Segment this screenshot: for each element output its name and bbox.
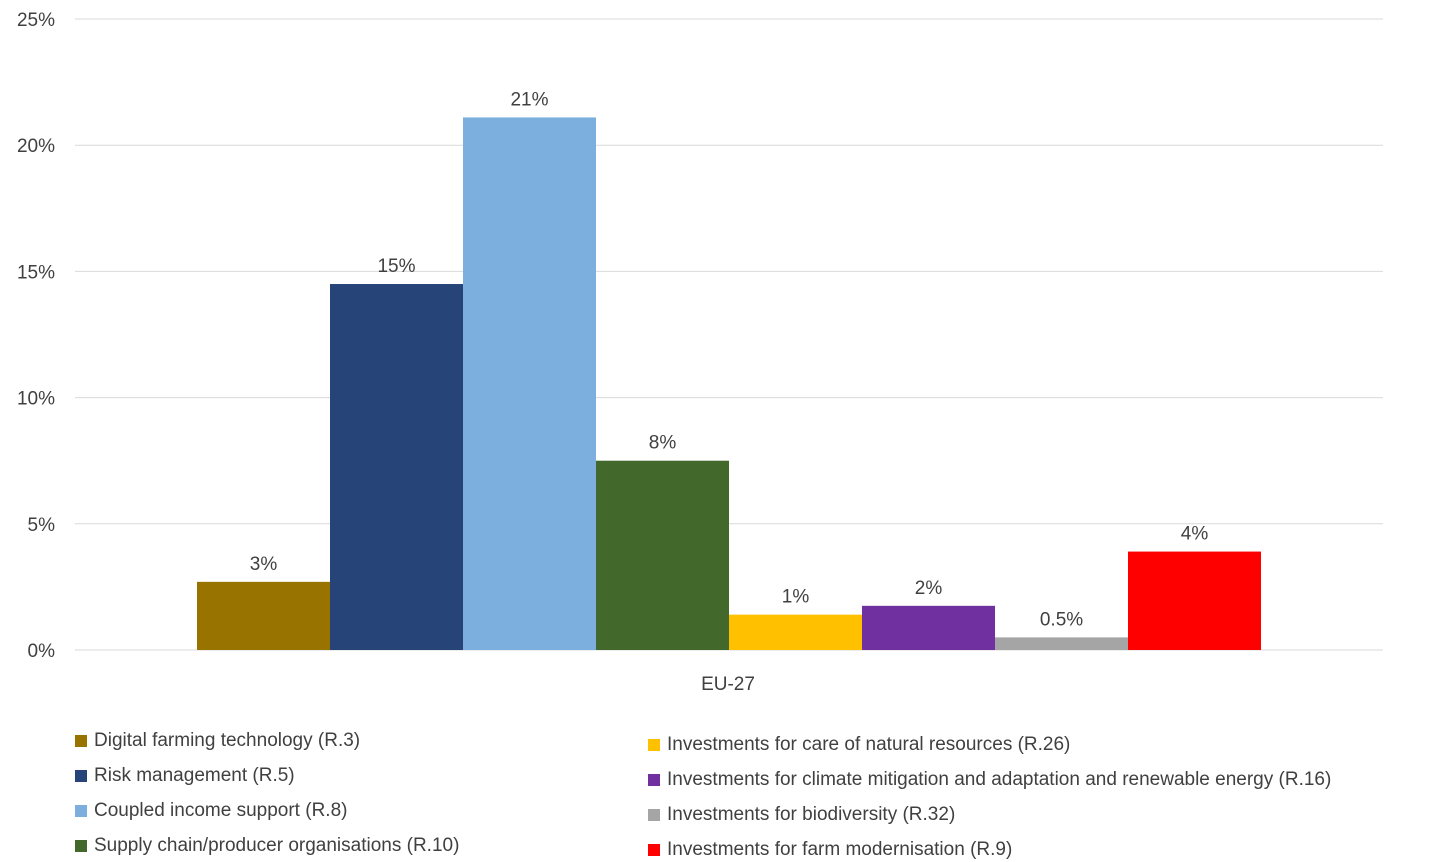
- data-labels: 3% 15% 21% 8% 1% 2% 0.5% 4%: [250, 89, 1209, 630]
- legend-label: Investments for climate mitigation and a…: [667, 769, 1332, 790]
- legend-label: Investments for care of natural resource…: [667, 734, 1071, 755]
- data-label: 3%: [250, 554, 278, 575]
- data-label: 2%: [915, 578, 943, 599]
- legend-swatch: [75, 770, 87, 782]
- legend-item: Investments for climate mitigation and a…: [648, 769, 1331, 791]
- legend-label: Digital farming technology (R.3): [94, 730, 361, 751]
- bar: [463, 117, 596, 651]
- data-label: 4%: [1181, 524, 1209, 545]
- y-tick-label: 10%: [17, 389, 55, 410]
- legend-swatch: [75, 840, 87, 852]
- data-label: 0.5%: [1040, 609, 1083, 630]
- legend-swatch: [648, 739, 660, 751]
- legend-swatch: [75, 805, 87, 817]
- legend-item: Supply chain/producer organisations (R.1…: [75, 835, 459, 857]
- y-tick-label: 15%: [17, 262, 55, 283]
- x-axis-category-label: EU-27: [701, 674, 755, 695]
- legend-item: Investments for biodiversity (R.32): [648, 804, 955, 826]
- legend-label: Investments for biodiversity (R.32): [667, 804, 956, 825]
- y-tick-label: 20%: [17, 136, 55, 157]
- legend-swatch: [75, 735, 87, 747]
- data-label: 8%: [649, 433, 677, 454]
- bar: [862, 605, 995, 650]
- legend-item: Digital farming technology (R.3): [75, 730, 360, 752]
- y-tick-label: 5%: [28, 515, 56, 536]
- legend-item: Investments for care of natural resource…: [648, 734, 1070, 756]
- y-axis-tick-labels: 0% 5% 10% 15% 20% 25%: [17, 10, 55, 662]
- y-tick-label: 25%: [17, 10, 55, 31]
- legend-swatch: [648, 774, 660, 786]
- bars: [197, 117, 1261, 651]
- legend-swatch: [648, 844, 660, 856]
- bar: [729, 614, 862, 650]
- bar: [197, 581, 330, 650]
- data-label: 21%: [510, 89, 548, 110]
- data-label: 1%: [782, 587, 810, 608]
- legend-item: Investments for farm modernisation (R.9): [648, 839, 1012, 861]
- data-label: 15%: [377, 256, 415, 277]
- legend-item: Coupled income support (R.8): [75, 800, 347, 822]
- legend-label: Supply chain/producer organisations (R.1…: [94, 835, 460, 856]
- bar: [596, 460, 729, 650]
- bar: [330, 284, 463, 650]
- legend-item: Risk management (R.5): [75, 765, 295, 787]
- legend-swatch: [648, 809, 660, 821]
- legend-label: Coupled income support (R.8): [94, 800, 348, 821]
- legend-label: Risk management (R.5): [94, 765, 295, 786]
- bar: [995, 637, 1128, 650]
- y-tick-label: 0%: [28, 641, 56, 662]
- legend-label: Investments for farm modernisation (R.9): [667, 839, 1013, 860]
- bar: [1128, 551, 1261, 650]
